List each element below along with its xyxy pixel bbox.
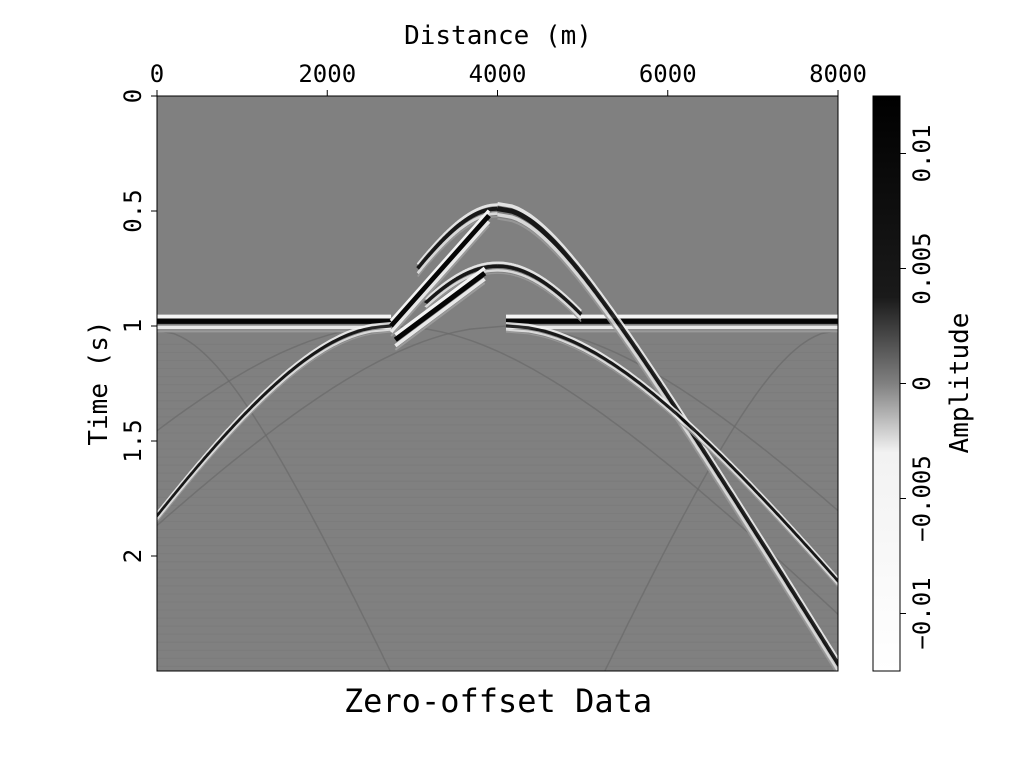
x-tick-label: 6000 — [639, 60, 697, 88]
dipping-reflector-upper-tail — [390, 224, 490, 337]
dipping-reflector-upper-side-lobe — [389, 220, 491, 334]
inner-diffraction-right-side-lobe — [497, 261, 582, 313]
edge-diffraction-right-side-lobe — [505, 321, 838, 580]
apex-diffraction-right-tail — [497, 217, 837, 671]
x-tick-label: 4000 — [469, 60, 527, 88]
inner-diffraction-left-side-lobe — [424, 261, 498, 301]
edge-diffraction-left-main-lobe — [157, 324, 392, 519]
edge-diffraction-left-side-lobe — [157, 321, 392, 515]
x-tick-label: 8000 — [809, 60, 867, 88]
inner-diffraction-left-main-lobe — [424, 264, 498, 305]
faint-diffraction — [604, 329, 838, 671]
y-tick-label: 0 — [119, 89, 147, 103]
y-tick-label: 0.5 — [119, 189, 147, 232]
colorbar-tick-label: 0 — [908, 376, 936, 390]
colorbar-tick-label: −0.005 — [908, 455, 936, 542]
seismic-plot — [156, 95, 839, 672]
dipping-reflector-upper-main-lobe — [389, 213, 491, 328]
edge-diffraction-right-side-lobe — [505, 328, 838, 587]
colorbar-ramp — [872, 95, 901, 672]
faint-diffraction — [391, 325, 838, 616]
faint-diffraction — [157, 329, 391, 671]
faint-diffraction — [157, 325, 507, 527]
apex-diffraction-right-main-lobe — [497, 206, 838, 670]
faint-diffraction — [157, 325, 392, 432]
edge-diffraction-right-main-lobe — [505, 324, 838, 584]
inner-diffraction-left-side-lobe — [424, 269, 498, 308]
apex-diffraction-left-main-lobe — [416, 206, 498, 270]
dipping-reflector-upper-side-lobe — [389, 209, 491, 323]
y-tick-label: 1 — [119, 319, 147, 333]
colorbar-tick-label: 0.01 — [908, 125, 936, 183]
dipping-reflector-lower-main-lobe — [393, 271, 487, 342]
faint-diffraction — [505, 325, 838, 512]
y-axis: 0 0.5 1 1.5 2 — [119, 89, 157, 563]
dipping-reflector-lower-tail — [394, 282, 486, 351]
plot-background — [157, 96, 838, 671]
dipping-reflector-lower-side-lobe — [394, 266, 486, 337]
apex-diffraction-left-side-lobe — [416, 203, 498, 266]
seismic-events — [157, 201, 838, 671]
apex-diffraction-right-side-lobe — [497, 212, 838, 671]
x-axis-title: Distance (m) — [404, 21, 592, 51]
edge-diffraction-right-tail — [505, 331, 838, 589]
x-axis: 0 2000 4000 6000 8000 — [150, 60, 867, 96]
x-tick-label: 2000 — [298, 60, 356, 88]
inner-diffraction-right-tail — [497, 272, 582, 323]
chart-title: Zero-offset Data — [344, 682, 652, 720]
colorbar: −0.01 −0.005 0 0.005 0.01 Amplitude — [872, 95, 975, 672]
colorbar-tick-label: −0.01 — [908, 577, 936, 649]
apex-diffraction-left-side-lobe — [416, 212, 498, 275]
inner-diffraction-right-main-lobe — [497, 264, 583, 316]
x-tick-label: 0 — [150, 60, 164, 88]
y-tick-label: 1.5 — [119, 419, 147, 462]
apex-diffraction-left-tail — [417, 215, 498, 278]
colorbar-tick-label: 0.005 — [908, 232, 936, 304]
edge-diffraction-left-side-lobe — [157, 328, 392, 522]
edge-diffraction-left-tail — [157, 331, 392, 523]
colorbar-title: Amplitude — [945, 313, 975, 454]
inner-diffraction-right-side-lobe — [497, 269, 582, 320]
y-axis-title: Time (s) — [84, 320, 114, 445]
dipping-reflector-lower-side-lobe — [394, 277, 486, 348]
y-tick-label: 2 — [119, 549, 147, 563]
colorbar-ticks: −0.01 −0.005 0 0.005 0.01 — [900, 125, 936, 650]
